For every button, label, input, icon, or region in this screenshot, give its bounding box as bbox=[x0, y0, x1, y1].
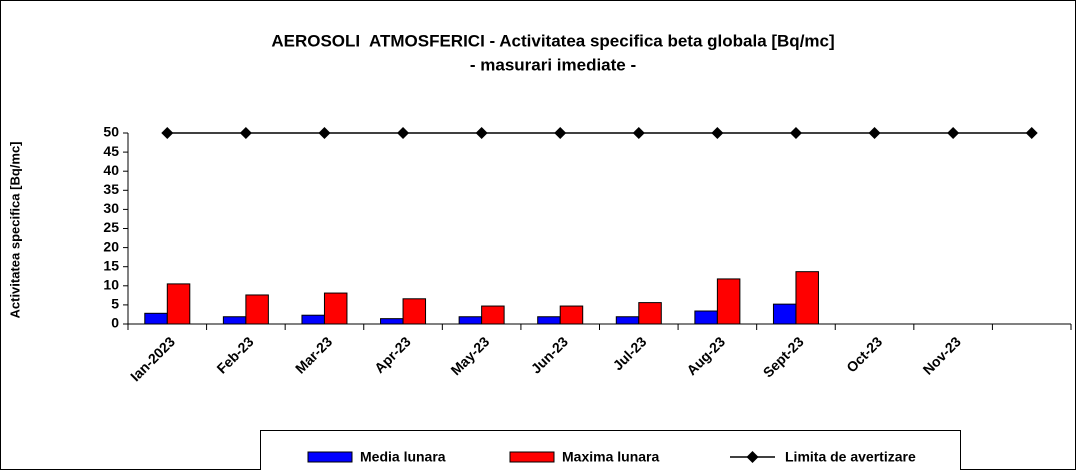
bar bbox=[615, 316, 640, 325]
y-tick-label: 35 bbox=[103, 181, 119, 197]
line-marker bbox=[1025, 127, 1038, 139]
line-marker bbox=[789, 127, 802, 139]
y-tick-label: 45 bbox=[103, 143, 119, 159]
bar bbox=[795, 271, 819, 325]
line-marker bbox=[947, 127, 960, 139]
bar bbox=[638, 302, 662, 325]
legend-swatch bbox=[509, 451, 555, 463]
y-tick-label: 10 bbox=[103, 277, 119, 293]
y-tick-label: 30 bbox=[103, 200, 119, 216]
legend-label: Media lunara bbox=[360, 449, 446, 465]
y-tick-label: 40 bbox=[103, 162, 119, 178]
y-tick-label: 20 bbox=[103, 238, 119, 254]
y-tick-label: 50 bbox=[103, 124, 119, 140]
bar bbox=[716, 278, 741, 325]
chart-title: AEROSOLI ATMOSFERICI - Activitatea speci… bbox=[271, 31, 834, 50]
line-marker bbox=[868, 127, 881, 139]
legend-marker bbox=[746, 451, 759, 463]
bar bbox=[772, 303, 797, 325]
line-marker bbox=[239, 127, 252, 139]
y-axis-label: Activitatea specifica [Bq/mc] bbox=[7, 141, 22, 318]
line-marker bbox=[161, 127, 174, 139]
bar bbox=[301, 314, 325, 325]
y-tick-label: 15 bbox=[103, 257, 119, 273]
bar bbox=[144, 312, 168, 325]
chart-subtitle: - masurari imediate - bbox=[470, 55, 636, 74]
bar bbox=[245, 294, 269, 325]
line-marker bbox=[632, 127, 645, 139]
line-marker bbox=[318, 127, 331, 139]
bar bbox=[380, 318, 404, 325]
bar bbox=[166, 283, 191, 325]
y-tick-label: 5 bbox=[111, 296, 119, 312]
bar bbox=[537, 316, 561, 325]
legend-label: Maxima lunara bbox=[562, 449, 659, 465]
bar bbox=[694, 310, 718, 325]
line-marker bbox=[475, 127, 488, 139]
bar bbox=[222, 316, 247, 325]
line-marker bbox=[397, 127, 410, 139]
legend-box bbox=[260, 430, 961, 470]
y-tick-label: 25 bbox=[103, 219, 119, 235]
legend-label: Limita de avertizare bbox=[785, 449, 916, 465]
line-marker bbox=[554, 127, 567, 139]
bar bbox=[402, 298, 427, 325]
y-tick-label: 0 bbox=[111, 315, 119, 331]
bar bbox=[481, 305, 505, 325]
bar bbox=[323, 292, 348, 325]
bar bbox=[559, 305, 584, 325]
line-marker bbox=[711, 127, 724, 139]
bar bbox=[458, 316, 483, 325]
legend-swatch bbox=[307, 451, 353, 463]
